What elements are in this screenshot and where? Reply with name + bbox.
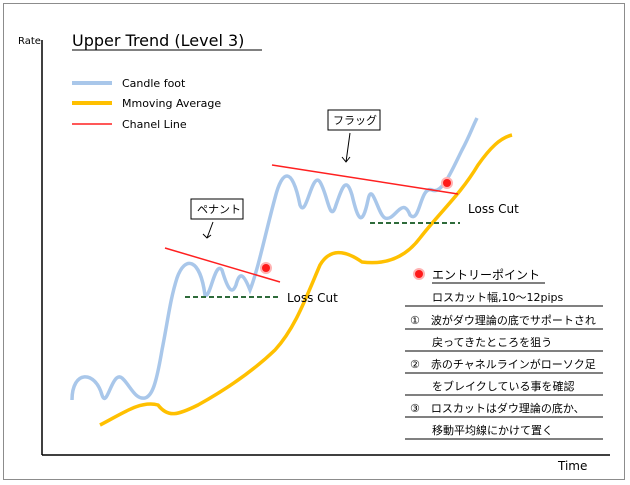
entry-point-1	[260, 262, 272, 274]
entry-point-2	[441, 177, 453, 189]
note-line-2: ① 波がダウ理論の底でサポートされ	[410, 313, 596, 327]
legend-label-candle: Candle foot	[122, 77, 186, 90]
callout-label-flag: フラッグ	[333, 113, 377, 127]
callout-box-pennant	[190, 198, 244, 220]
note-line-4: ② 赤のチャネルラインがローソク足	[410, 357, 596, 371]
legend-label-channel: Chanel Line	[122, 118, 187, 131]
notes-block: ロスカット幅,10～12pips ① 波がダウ理論の底でサポートされ 戻ってきた…	[405, 291, 603, 440]
x-axis-label: Time	[557, 459, 587, 473]
note-line-1: ロスカット幅,10～12pips	[432, 291, 564, 304]
callout-label-pennant: ペナント	[197, 203, 241, 216]
loss-cut-label-1: Loss Cut	[287, 291, 338, 305]
entry-legend-marker	[413, 268, 425, 280]
note-line-7: 移動平均線にかけて置く	[432, 423, 553, 437]
channel-line-flag	[271, 164, 459, 195]
note-line-3: 戻ってきたところを狙う	[432, 336, 552, 349]
candle-foot-line	[70, 117, 479, 401]
channel-line-pennant	[164, 247, 281, 283]
chart-title: Upper Trend (Level 3)	[72, 31, 244, 50]
callout-box-flag	[327, 109, 381, 131]
callout-arrow-flag	[341, 132, 351, 163]
legend-label-ma: Mmoving Average	[122, 97, 221, 110]
loss-cut-label-2: Loss Cut	[468, 202, 519, 216]
note-line-6: ③ ロスカットはダウ理論の底か、	[410, 401, 585, 415]
diagram-frame	[3, 3, 625, 480]
entry-legend-label: エントリーポイント	[432, 268, 540, 282]
note-line-5: をブレイクしている事を確認	[432, 379, 574, 393]
callout-arrow-pennant	[202, 221, 214, 239]
y-axis-label: Rate	[18, 36, 41, 47]
